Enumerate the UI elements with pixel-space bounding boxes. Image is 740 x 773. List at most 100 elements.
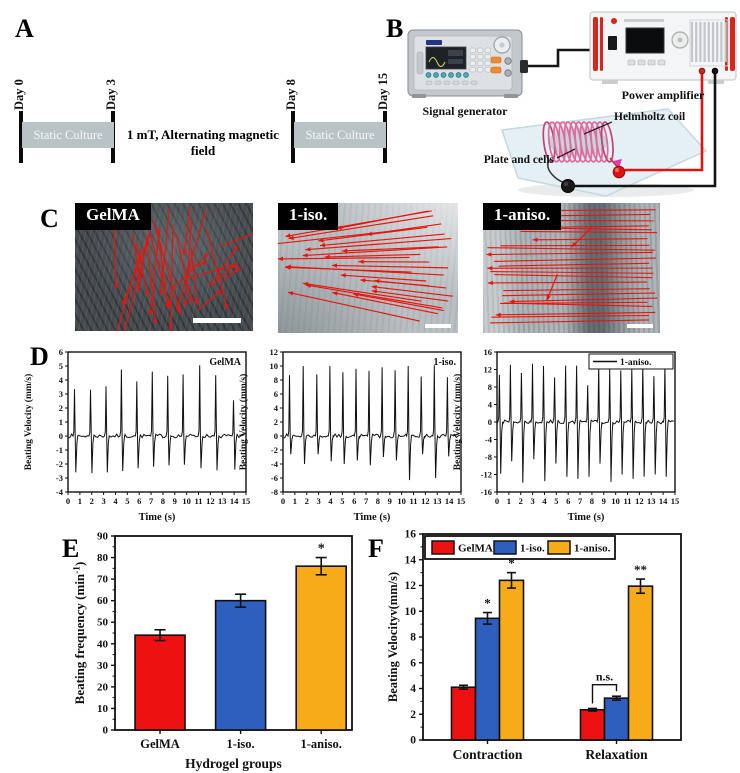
amp-display	[625, 27, 665, 54]
svg-text:16: 16	[405, 529, 417, 541]
svg-text:14: 14	[230, 496, 239, 506]
svg-text:0: 0	[103, 725, 109, 737]
svg-text:Time (s): Time (s)	[139, 512, 176, 523]
svg-text:8: 8	[376, 496, 380, 506]
svg-text:6: 6	[566, 496, 570, 506]
coil-wire-black	[575, 74, 717, 188]
svg-text:8: 8	[410, 632, 416, 644]
svg-text:**: **	[634, 562, 647, 577]
helmholtz-leader-line	[583, 121, 613, 135]
beating-frequency-chart: 0 10 20 30 40 50 60 70 80 90 GelMA 1-iso. * 1-aniso. H…	[30, 526, 375, 773]
svg-text:5: 5	[59, 361, 63, 371]
experimental-setup-illustration: Signal generator Power amplifier Helmhol…	[407, 11, 737, 197]
svg-text:5: 5	[125, 496, 129, 506]
svg-text:0: 0	[488, 417, 492, 427]
amp-power-switch	[608, 36, 617, 50]
amp-output-post-black	[711, 67, 719, 75]
svg-text:9: 9	[173, 496, 177, 506]
static-culture-label: Static Culture	[305, 127, 375, 142]
flow-vectors-overlay	[278, 210, 453, 322]
binding-post-red	[612, 165, 626, 179]
svg-text:80: 80	[97, 552, 109, 564]
svg-text:9: 9	[388, 496, 392, 506]
svg-text:10: 10	[397, 496, 406, 506]
svg-text:GelMA: GelMA	[458, 543, 493, 555]
svg-text:8: 8	[488, 382, 492, 392]
svg-text:-4: -4	[271, 459, 279, 469]
svg-text:12: 12	[421, 496, 430, 506]
micro-image-title: GelMA	[75, 203, 151, 230]
svg-text:0: 0	[66, 496, 70, 506]
svg-text:14: 14	[659, 496, 668, 506]
svg-text:Beating Velocityv(mm/s): Beating Velocityv(mm/s)	[386, 572, 400, 702]
binding-post-black	[561, 179, 575, 193]
svg-text:10: 10	[405, 606, 417, 618]
svg-text:Time (s): Time (s)	[354, 512, 391, 523]
power-amplifier-device	[589, 11, 737, 84]
svg-text:4: 4	[488, 399, 493, 409]
svg-text:1-iso.: 1-iso.	[227, 737, 255, 751]
svg-text:10: 10	[182, 496, 191, 506]
plate-leader-line	[556, 148, 576, 159]
svg-text:8: 8	[274, 375, 278, 385]
svg-text:8: 8	[161, 496, 165, 506]
svg-text:13: 13	[218, 496, 227, 506]
amp-handle	[593, 17, 598, 71]
svg-text:3: 3	[59, 389, 63, 399]
svg-text:9: 9	[602, 496, 606, 506]
svg-text:1-aniso.: 1-aniso.	[574, 543, 611, 555]
beating-velocity-trace-gelma: 0 1 2 3 4 5 6 7 8 9 10 11 12 13 14 15 -4 -3 -2 -1 0 1 2 3 4 5 6 Gel…	[18, 340, 268, 525]
svg-text:6: 6	[59, 347, 63, 357]
svg-text:4: 4	[410, 683, 416, 695]
amp-vent-frame	[689, 19, 729, 67]
static-culture-band: Static Culture	[294, 122, 386, 148]
day-label: Day 3	[104, 79, 118, 110]
helmholtz-coil-label: Helmholtz coil	[614, 111, 685, 123]
panel-label-a: A	[15, 14, 34, 43]
svg-text:11: 11	[624, 496, 632, 506]
static-culture-label: Static Culture	[33, 127, 103, 142]
power-amplifier-label: Power amplifier	[622, 88, 705, 102]
svg-text:6: 6	[137, 496, 141, 506]
timeline-tick-day0	[19, 111, 23, 163]
svg-text:1-aniso.: 1-aniso.	[620, 358, 651, 368]
svg-text:2: 2	[519, 496, 523, 506]
svg-text:16: 16	[484, 347, 493, 357]
svg-text:14: 14	[445, 496, 454, 506]
panel-label-d: D	[30, 342, 49, 371]
micro-image-iso: 1-iso.	[278, 203, 458, 333]
amp-brand-logo	[611, 18, 617, 24]
svg-text:-4: -4	[485, 434, 493, 444]
sg-keypad	[469, 47, 491, 73]
svg-text:*: *	[318, 542, 325, 557]
signal-generator-label: Signal generator	[423, 104, 509, 118]
svg-text:1: 1	[78, 496, 82, 506]
svg-text:Time (s): Time (s)	[568, 512, 605, 523]
svg-text:15: 15	[457, 496, 466, 506]
svg-text:10: 10	[611, 496, 620, 506]
micro-image-title: 1-aniso.	[483, 203, 562, 230]
svg-text:-16: -16	[481, 487, 492, 497]
svg-text:3: 3	[530, 496, 534, 506]
sg-usb-slot	[416, 51, 424, 75]
sg-bottom-buttons	[425, 80, 478, 85]
svg-text:Beating Velocity (mm/s): Beating Velocity (mm/s)	[238, 374, 249, 471]
svg-text:4: 4	[59, 375, 64, 385]
magnetic-field-label: 1 mT, Alternating magnetic field	[126, 127, 280, 158]
plate-and-cells-label: Plate and cells	[484, 154, 555, 166]
svg-text:Beating frequency (min-1): Beating frequency (min-1)	[72, 562, 87, 705]
svg-text:-3: -3	[56, 473, 63, 483]
svg-text:3: 3	[316, 496, 320, 506]
svg-text:-2: -2	[56, 459, 63, 469]
svg-text:7: 7	[364, 496, 369, 506]
svg-text:6: 6	[410, 657, 416, 669]
micro-image-title: 1-iso.	[278, 203, 339, 230]
amp-handle	[730, 17, 735, 71]
svg-text:2: 2	[274, 417, 278, 427]
svg-text:10: 10	[97, 703, 109, 715]
sg-channel-button	[490, 56, 502, 64]
svg-text:15: 15	[671, 496, 680, 506]
svg-text:1: 1	[507, 496, 511, 506]
amp-buttons	[627, 59, 666, 66]
